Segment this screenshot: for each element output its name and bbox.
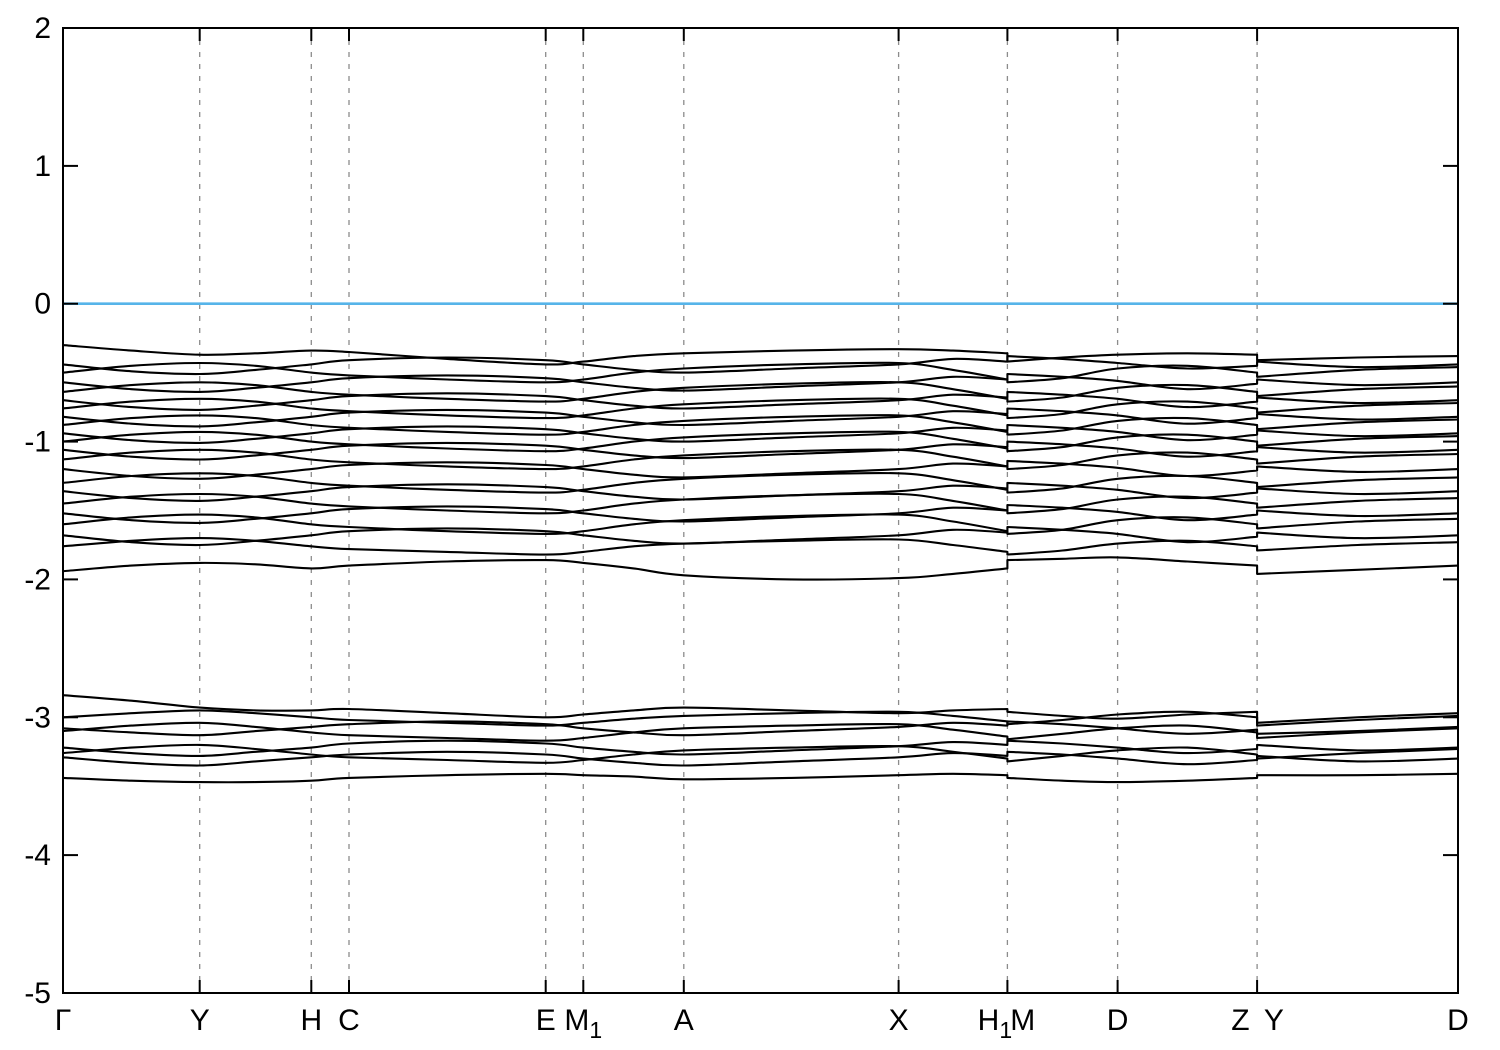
y-tick-label: -1 [24, 426, 51, 459]
band-line [62, 440, 1459, 461]
band-line [62, 390, 1459, 411]
band-line [62, 503, 1459, 524]
band-line [62, 471, 1459, 494]
kpoint-label: H1 [978, 1004, 1012, 1043]
kpoint-label: M [1010, 1004, 1035, 1037]
band-line [62, 414, 1459, 436]
kpoint-label: M1 [564, 1004, 602, 1043]
kpoint-label: Z [1231, 1004, 1249, 1037]
kpoint-label: X [889, 1004, 909, 1037]
y-tick-label: -3 [24, 701, 51, 734]
band-line [62, 513, 1459, 535]
band-line [62, 380, 1459, 403]
band-line [62, 750, 1459, 767]
band-line [62, 355, 1459, 376]
band-line [62, 344, 1459, 366]
band-line [62, 430, 1459, 453]
y-tick-label: 2 [34, 12, 51, 45]
y-tick-label: -2 [24, 563, 51, 596]
kpoint-label: Γ [55, 1004, 72, 1037]
band-line [62, 397, 1459, 420]
band-line [62, 361, 1459, 384]
kpoint-label: C [338, 1004, 360, 1037]
band-line [62, 423, 1459, 444]
band-line [62, 694, 1459, 724]
band-line [62, 709, 1459, 727]
kpoint-label: Y [1264, 1004, 1284, 1037]
band-line [62, 721, 1459, 742]
kpoint-label: D [1447, 1004, 1469, 1037]
band-line [62, 772, 1459, 784]
y-tick-label: 1 [34, 150, 51, 183]
band-line [62, 743, 1459, 764]
band-line [62, 448, 1459, 471]
band-line [62, 537, 1459, 556]
kpoint-label: H [300, 1004, 322, 1037]
band-line [62, 372, 1459, 393]
y-tick-label: -5 [24, 977, 51, 1010]
plot-border [62, 27, 1459, 994]
band-line [62, 492, 1459, 515]
kpoint-label: E [536, 1004, 556, 1037]
kpoint-label: D [1107, 1004, 1129, 1037]
band-line [62, 407, 1459, 428]
band-line [62, 556, 1459, 581]
kpoint-label: Y [190, 1004, 210, 1037]
y-tick-label: -4 [24, 839, 51, 872]
y-tick-label: 0 [34, 288, 51, 321]
band-line [62, 739, 1459, 757]
kpoint-label: A [674, 1004, 694, 1037]
